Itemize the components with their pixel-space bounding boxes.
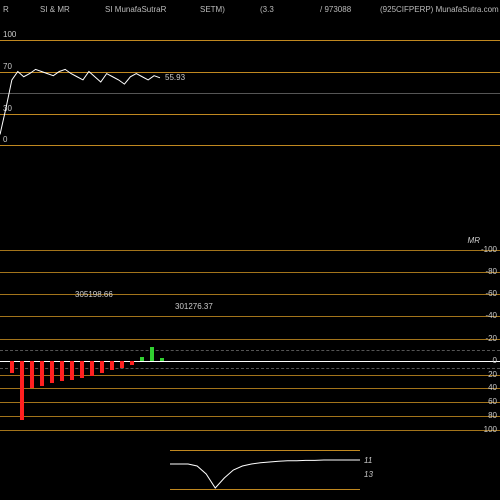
mr-bar-pos xyxy=(140,357,144,360)
mr-bar-pos xyxy=(150,347,154,360)
gridline xyxy=(0,339,500,340)
y-axis-label: 40 xyxy=(488,383,497,392)
mr-bar-neg xyxy=(90,361,94,376)
hdr-2: SI & MR xyxy=(40,5,70,14)
mr-bar-neg xyxy=(60,361,64,382)
mr-bar-neg xyxy=(70,361,74,380)
y-axis-label: 60 xyxy=(488,397,497,406)
y-axis-label: 0 xyxy=(493,356,497,365)
mr-bar-neg xyxy=(50,361,54,383)
mini-axis-label: 13 xyxy=(364,470,373,479)
mr-bar-pos xyxy=(160,358,164,360)
y-axis-label: -20 xyxy=(485,334,497,343)
y-axis-label: -40 xyxy=(485,311,497,320)
chart-header: R SI & MR SI MunafaSutraR SETM) (3.3 / 9… xyxy=(0,0,500,18)
mr-bar-neg xyxy=(20,361,24,420)
hdr-5: (3.3 xyxy=(260,5,274,14)
y-axis-label: 100 xyxy=(3,30,16,39)
mr-bar-neg xyxy=(110,361,114,371)
mr-annotation: 305198.66 xyxy=(75,290,113,299)
gridline-minor xyxy=(0,368,500,369)
hdr-3: SI MunafaSutraR xyxy=(105,5,166,14)
mr-panel: MR100806040200-20-40-60-80-100305198.663… xyxy=(0,250,500,430)
y-axis-label: -60 xyxy=(485,289,497,298)
hdr-6: / 973088 xyxy=(320,5,351,14)
mr-title: MR xyxy=(468,236,480,245)
mini-axis-label: 11 xyxy=(364,456,372,465)
mr-bar-neg xyxy=(120,361,124,368)
gridline xyxy=(0,361,500,362)
hdr-7: (925CIFPERP) MunafaSutra.com xyxy=(380,5,499,14)
gridline xyxy=(0,430,500,431)
mr-bar-neg xyxy=(40,361,44,386)
gridline xyxy=(0,375,500,376)
mr-annotation: 301276.37 xyxy=(175,302,213,311)
gridline xyxy=(0,416,500,417)
gridline-minor xyxy=(0,350,500,351)
mr-bar-neg xyxy=(80,361,84,378)
mr-bar-neg xyxy=(100,361,104,373)
rsi-panel: 1007030055.93 xyxy=(0,40,500,145)
mini-line-chart xyxy=(0,450,500,495)
mr-bar-neg xyxy=(10,361,14,373)
y-axis-label: 80 xyxy=(488,411,497,420)
mr-bar-neg xyxy=(130,361,134,365)
mini-panel: 11 13 xyxy=(0,450,500,495)
mr-bar-neg xyxy=(30,361,34,389)
gridline xyxy=(0,402,500,403)
y-axis-label: 20 xyxy=(488,370,497,379)
gridline xyxy=(0,145,500,146)
gridline xyxy=(0,316,500,317)
y-axis-label: 100 xyxy=(484,425,497,434)
hdr-1: R xyxy=(3,5,9,14)
gridline xyxy=(0,250,500,251)
rsi-line-chart xyxy=(0,40,500,145)
gridline xyxy=(0,388,500,389)
rsi-value-label: 55.93 xyxy=(165,73,185,82)
y-axis-label: -100 xyxy=(481,245,497,254)
gridline xyxy=(0,272,500,273)
hdr-4: SETM) xyxy=(200,5,225,14)
y-axis-label: -80 xyxy=(485,267,497,276)
